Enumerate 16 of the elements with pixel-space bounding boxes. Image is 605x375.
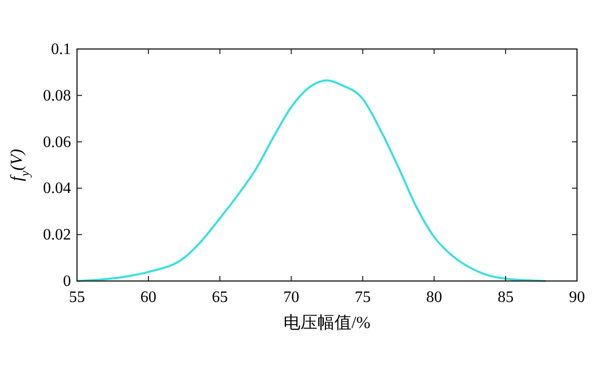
- y-tick-label: 0.08: [43, 87, 71, 104]
- x-tick-label: 70: [283, 289, 300, 306]
- y-tick-label: 0.02: [43, 226, 71, 244]
- y-tick-label: 0: [63, 273, 71, 290]
- x-tick-label: 75: [354, 289, 371, 306]
- line-series: [76, 79, 547, 282]
- x-tick-label: 90: [569, 289, 585, 306]
- x-axis-title: 电压幅值/%: [284, 313, 370, 332]
- x-tick-label: 65: [212, 289, 228, 306]
- x-tick-label: 60: [140, 289, 156, 306]
- x-tick-label: 55: [69, 289, 85, 306]
- x-tick-label: 80: [426, 289, 442, 306]
- y-tick-label: 0.06: [43, 134, 71, 151]
- y-tick-label: 0.04: [43, 180, 71, 198]
- y-tick-label: 0.1: [51, 41, 71, 58]
- x-tick-label: 85: [498, 289, 514, 306]
